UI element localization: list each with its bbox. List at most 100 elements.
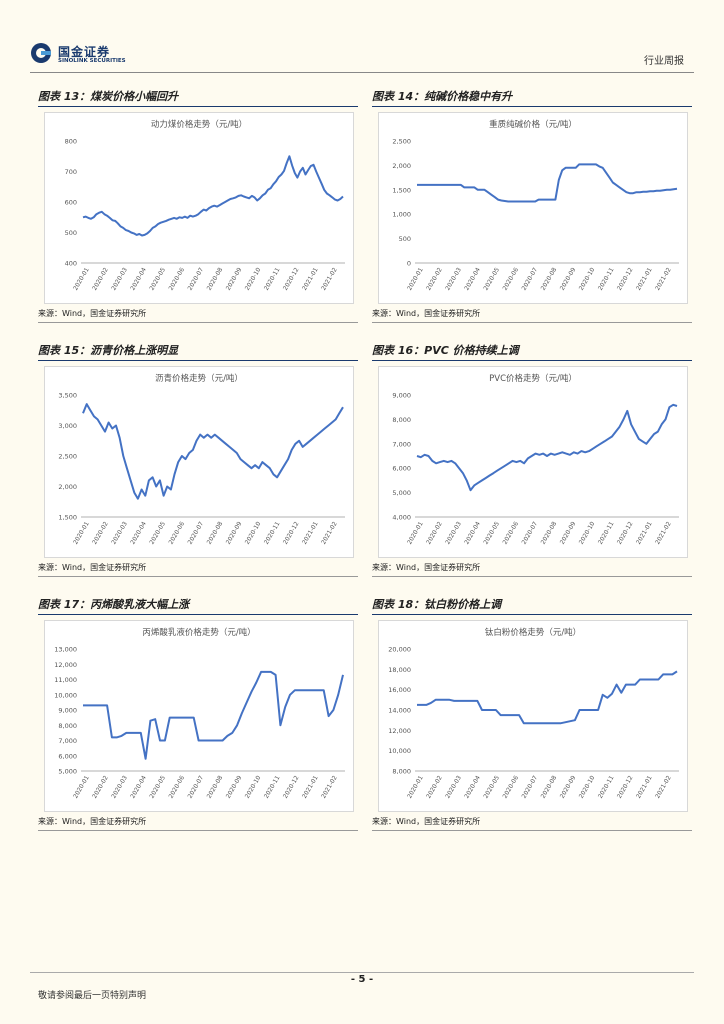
chart-area: 重质纯碱价格（元/吨） 0 500 1,000 1,500 2,000 2,500 2020-… [378,112,688,304]
figure-title: 图表 18：钛白粉价格上调 [372,596,692,615]
y-tick-label: 3,500 [58,392,77,400]
x-tick-label: 2020-04 [129,774,148,799]
figure-source: 来源：Wind，国金证券研究所 [372,816,692,831]
line-chart: 钛白粉价格走势（元/吨） 8,000 10,000 12,000 14,000 16,00… [388,627,679,800]
x-tick-label: 2020-06 [168,774,187,799]
y-tick-label: 1,500 [58,514,77,522]
x-tick-label: 2021-02 [654,266,673,291]
x-tick-label: 2020-01 [72,266,91,291]
y-tick-label: 5,000 [58,768,77,776]
x-tick-label: 2020-04 [463,266,482,291]
x-tick-label: 2020-10 [578,266,597,291]
series-line [83,670,344,760]
y-tick-label: 500 [65,229,77,237]
x-tick-label: 2021-01 [635,520,654,545]
y-tick-label: 2,500 [58,453,77,461]
y-tick-label: 20,000 [388,646,411,654]
figure-source: 来源：Wind，国金证券研究所 [372,308,692,323]
x-tick-label: 2020-09 [225,520,244,545]
y-tick-label: 700 [65,168,77,176]
x-tick-label: 2020-06 [502,774,521,799]
chart-area: 丙烯酸乳液价格走势（元/吨） 5,000 6,000 7,000 8,000 9,000 1… [44,620,354,812]
x-tick-label: 2020-05 [148,266,167,291]
x-tick-label: 2021-01 [635,774,654,799]
series-line [417,163,678,203]
series-line [417,670,678,725]
y-tick-label: 2,500 [392,138,411,146]
x-tick-label: 2021-01 [301,520,320,545]
x-tick-label: 2020-04 [463,520,482,545]
chart-title: 丙烯酸乳液价格走势（元/吨） [142,627,255,638]
x-tick-label: 2020-12 [282,266,301,291]
x-tick-label: 2020-01 [72,520,91,545]
x-tick-label: 2020-09 [225,266,244,291]
y-tick-label: 800 [65,138,77,146]
figure-title: 图表 13：煤炭价格小幅回升 [38,88,358,107]
x-tick-label: 2020-08 [206,520,225,545]
x-tick-label: 2020-12 [282,520,301,545]
y-tick-label: 500 [399,235,411,243]
figure-source: 来源：Wind，国金证券研究所 [38,308,358,323]
x-tick-label: 2020-05 [148,520,167,545]
x-tick-label: 2020-03 [444,774,463,799]
x-tick-label: 2020-03 [444,266,463,291]
chart-area: PVC价格走势（元/吨） 4,000 5,000 6,000 7,000 8,000 9,0… [378,366,688,558]
series-line [416,403,678,492]
y-tick-label: 6,000 [392,465,411,473]
y-tick-label: 8,000 [392,768,411,776]
y-tick-label: 1,500 [392,186,411,194]
x-tick-label: 2020-01 [406,774,425,799]
x-tick-label: 2020-09 [225,774,244,799]
x-tick-label: 2020-10 [244,774,263,799]
x-tick-label: 2020-07 [521,266,540,291]
x-tick-label: 2021-02 [654,774,673,799]
y-tick-label: 5,000 [392,489,411,497]
x-tick-label: 2020-08 [206,774,225,799]
y-tick-label: 9,000 [392,392,411,400]
x-tick-label: 2021-01 [301,774,320,799]
chart-title: 钛白粉价格走势（元/吨） [485,627,581,638]
x-tick-label: 2020-03 [110,774,129,799]
y-tick-label: 8,000 [58,722,77,730]
x-tick-label: 2020-02 [425,774,444,799]
x-tick-label: 2020-04 [129,266,148,291]
sinolink-logo-icon [31,43,51,63]
x-tick-label: 2020-11 [597,266,616,291]
line-chart: 丙烯酸乳液价格走势（元/吨） 5,000 6,000 7,000 8,000 9,000 1… [54,627,345,800]
logo-cn-text: 国金证券 [58,45,111,59]
x-tick-label: 2020-02 [91,266,110,291]
x-tick-label: 2021-02 [654,520,673,545]
x-tick-label: 2021-02 [320,520,339,545]
x-tick-label: 2020-02 [425,520,444,545]
x-tick-label: 2020-11 [263,774,282,799]
x-tick-label: 2020-03 [444,520,463,545]
x-tick-label: 2020-01 [406,520,425,545]
page-number: - 5 - [350,974,374,985]
header-divider [30,72,694,73]
line-chart: 重质纯碱价格（元/吨） 0 500 1,000 1,500 2,000 2,500 2020-… [392,119,679,292]
x-tick-label: 2020-09 [559,520,578,545]
x-tick-label: 2020-12 [616,520,635,545]
chart-area: 动力煤价格走势（元/吨） 400 500 600 700 800 2020-01 2020-0… [44,112,354,304]
x-tick-label: 2020-08 [540,774,559,799]
x-tick-label: 2020-05 [482,520,501,545]
x-tick-label: 2020-08 [540,520,559,545]
series-line [82,155,344,237]
x-tick-label: 2020-10 [244,266,263,291]
x-tick-label: 2020-03 [110,266,129,291]
x-tick-label: 2020-02 [91,774,110,799]
y-tick-label: 2,000 [392,162,411,170]
y-tick-label: 4,000 [392,514,411,522]
y-tick-label: 3,000 [58,422,77,430]
x-tick-label: 2020-06 [168,266,187,291]
x-tick-label: 2020-08 [540,266,559,291]
x-tick-label: 2020-01 [72,774,91,799]
x-tick-label: 2021-01 [301,266,320,291]
line-chart: 沥青价格走势（元/吨） 1,500 2,000 2,500 3,000 3,500 2020… [58,373,345,546]
y-tick-label: 1,000 [392,211,411,219]
x-tick-label: 2020-07 [187,266,206,291]
x-tick-label: 2020-12 [616,266,635,291]
y-tick-label: 10,000 [388,747,411,755]
y-tick-label: 7,000 [58,737,77,745]
